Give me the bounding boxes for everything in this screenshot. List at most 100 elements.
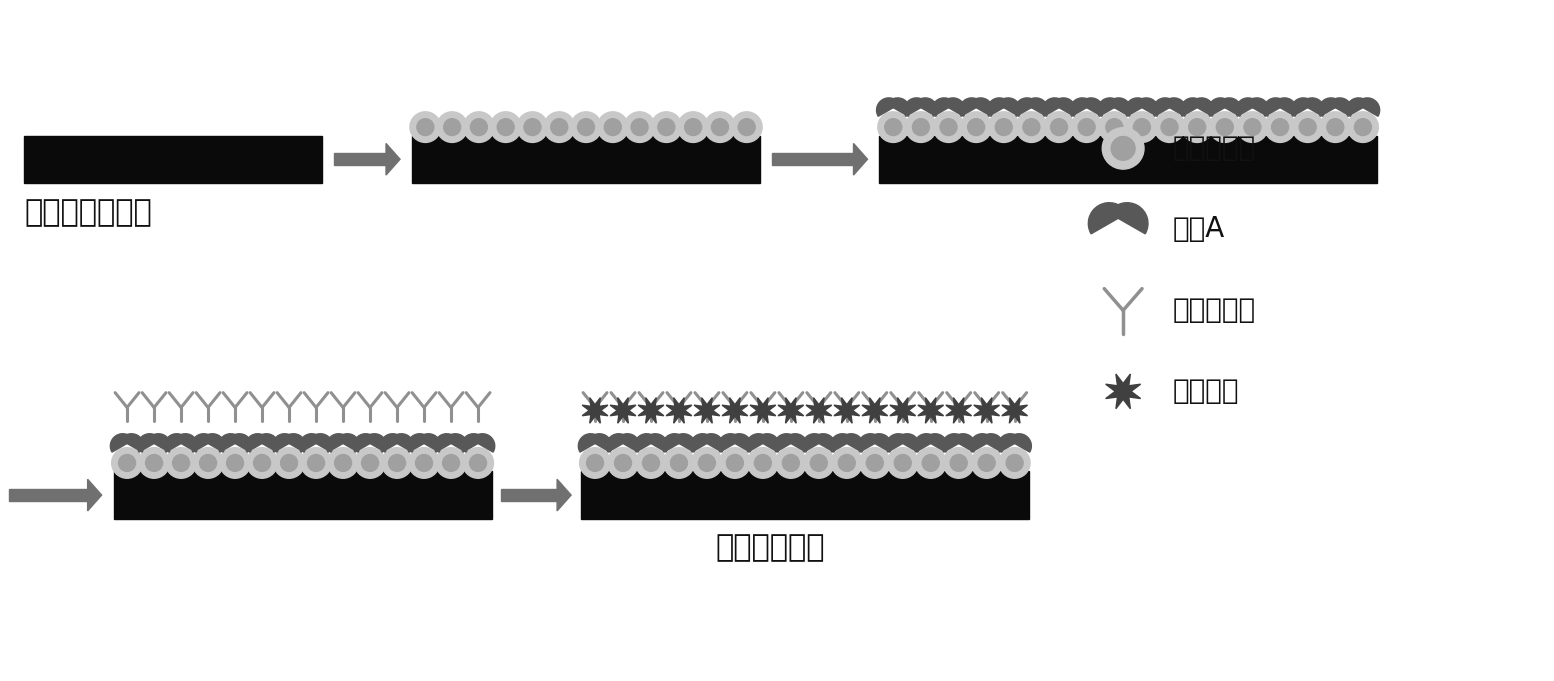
Wedge shape [858, 434, 881, 452]
Wedge shape [987, 98, 1010, 116]
Wedge shape [813, 434, 836, 452]
Bar [581, 471, 1029, 519]
Circle shape [943, 447, 974, 478]
Circle shape [437, 112, 468, 142]
Circle shape [463, 447, 494, 478]
Wedge shape [662, 434, 685, 452]
Wedge shape [942, 98, 965, 116]
Circle shape [685, 118, 701, 136]
Wedge shape [174, 434, 197, 452]
Circle shape [738, 118, 755, 136]
Wedge shape [444, 434, 468, 452]
Circle shape [915, 447, 946, 478]
Wedge shape [1026, 98, 1047, 116]
Wedge shape [1097, 98, 1120, 116]
Wedge shape [876, 98, 900, 116]
Wedge shape [1009, 434, 1032, 452]
Circle shape [720, 447, 751, 478]
Circle shape [657, 118, 674, 136]
Circle shape [247, 447, 278, 478]
Wedge shape [914, 434, 937, 452]
Circle shape [172, 454, 190, 471]
Circle shape [118, 454, 135, 471]
Circle shape [1078, 118, 1096, 136]
Circle shape [884, 118, 901, 136]
Circle shape [1023, 118, 1040, 136]
Wedge shape [1190, 98, 1214, 116]
Wedge shape [1153, 98, 1176, 116]
Bar [880, 136, 1377, 183]
Circle shape [490, 112, 521, 142]
Wedge shape [897, 434, 920, 452]
Wedge shape [300, 434, 322, 452]
Wedge shape [381, 434, 404, 452]
Circle shape [570, 112, 601, 142]
Circle shape [968, 118, 985, 136]
Circle shape [410, 112, 441, 142]
Circle shape [906, 112, 937, 142]
Wedge shape [137, 434, 160, 452]
Wedge shape [746, 434, 769, 452]
Polygon shape [639, 398, 664, 423]
Wedge shape [165, 434, 188, 452]
Text: 单克隆抗体: 单克隆抗体 [1173, 296, 1256, 324]
Bar [772, 153, 853, 165]
Circle shape [859, 447, 890, 478]
Wedge shape [256, 434, 278, 452]
Circle shape [608, 447, 639, 478]
Circle shape [1293, 112, 1322, 142]
Wedge shape [1357, 98, 1380, 116]
Circle shape [578, 118, 595, 136]
Circle shape [894, 454, 911, 471]
Wedge shape [272, 434, 295, 452]
Circle shape [1127, 112, 1158, 142]
Polygon shape [723, 398, 747, 423]
Bar [334, 153, 385, 165]
Circle shape [354, 447, 385, 478]
Circle shape [977, 454, 995, 471]
Wedge shape [841, 434, 864, 452]
Circle shape [642, 454, 659, 471]
Circle shape [775, 447, 807, 478]
Polygon shape [385, 144, 399, 175]
Wedge shape [1329, 98, 1352, 116]
Wedge shape [1301, 98, 1324, 116]
Polygon shape [834, 398, 859, 423]
Wedge shape [1319, 98, 1341, 116]
Circle shape [334, 454, 351, 471]
Circle shape [1161, 118, 1178, 136]
Circle shape [704, 112, 735, 142]
Wedge shape [998, 98, 1021, 116]
Wedge shape [1080, 98, 1103, 116]
Wedge shape [970, 98, 993, 116]
Wedge shape [326, 434, 350, 452]
Polygon shape [853, 144, 867, 175]
Wedge shape [617, 434, 640, 452]
Circle shape [1347, 112, 1378, 142]
Circle shape [803, 447, 834, 478]
Wedge shape [1346, 98, 1369, 116]
Circle shape [443, 454, 460, 471]
Circle shape [166, 447, 196, 478]
Circle shape [1106, 118, 1124, 136]
Wedge shape [472, 434, 494, 452]
Circle shape [678, 112, 709, 142]
Wedge shape [1052, 98, 1075, 116]
Circle shape [988, 112, 1019, 142]
Circle shape [922, 454, 939, 471]
Wedge shape [1181, 98, 1203, 116]
Circle shape [362, 454, 379, 471]
Circle shape [1133, 118, 1150, 136]
Text: 丝网印刷碳电极: 丝网印刷碳电极 [23, 197, 152, 227]
Wedge shape [202, 434, 225, 452]
Wedge shape [1246, 98, 1270, 116]
Wedge shape [246, 434, 269, 452]
Circle shape [415, 454, 432, 471]
Circle shape [219, 447, 250, 478]
Wedge shape [886, 434, 909, 452]
Circle shape [940, 118, 957, 136]
Polygon shape [1002, 398, 1027, 423]
Wedge shape [589, 434, 612, 452]
Bar [113, 471, 491, 519]
Wedge shape [915, 98, 937, 116]
